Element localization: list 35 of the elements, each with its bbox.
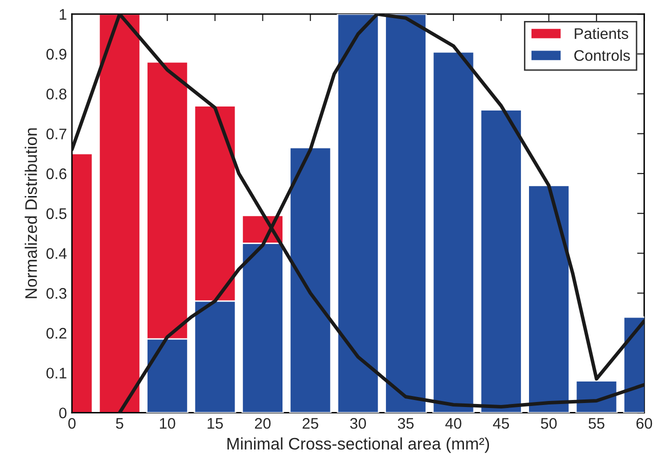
y-tick-label: 0.6 <box>46 168 66 180</box>
x-tick-label: 10 <box>160 418 176 429</box>
x-tick-label: 35 <box>398 418 414 429</box>
bar <box>432 51 475 413</box>
bar <box>289 146 332 413</box>
bar <box>528 184 570 413</box>
x-tick-label: 60 <box>636 418 652 429</box>
y-tick-label: 0.4 <box>46 248 67 259</box>
y-tick-label: 0.3 <box>46 288 66 299</box>
y-tick-label: 0.9 <box>46 48 66 60</box>
y-tick-label: 0.1 <box>46 368 66 379</box>
bar <box>480 109 522 413</box>
bar <box>384 14 427 413</box>
x-tick-label: 0 <box>68 418 76 429</box>
y-tick-label: 0.7 <box>46 128 66 140</box>
y-tick-label: 0.8 <box>46 88 66 100</box>
legend-label: Patients <box>574 28 628 40</box>
y-tick-label: 1 <box>60 9 66 20</box>
x-tick-label: 40 <box>445 418 462 429</box>
x-tick-label: 20 <box>254 418 271 429</box>
x-tick-label: 15 <box>208 418 223 429</box>
x-tick-label: 45 <box>492 418 509 429</box>
y-tick-label: 0.5 <box>46 208 66 220</box>
y-tick-label: 0.2 <box>46 328 66 339</box>
y-axis-title: Normalized Distribution <box>24 128 37 298</box>
x-tick-label: 5 <box>116 418 124 429</box>
bar <box>98 14 141 413</box>
x-tick-label: 30 <box>350 418 366 429</box>
bar <box>336 14 380 413</box>
x-tick-label: 25 <box>302 418 318 429</box>
x-axis-title: Minimal Cross-sectional area (mm²) <box>227 437 490 453</box>
legend-label: Controls <box>574 50 630 61</box>
x-tick-label: 50 <box>540 418 557 429</box>
y-tick-label: 0 <box>59 408 66 418</box>
x-tick-label: 55 <box>588 418 604 429</box>
